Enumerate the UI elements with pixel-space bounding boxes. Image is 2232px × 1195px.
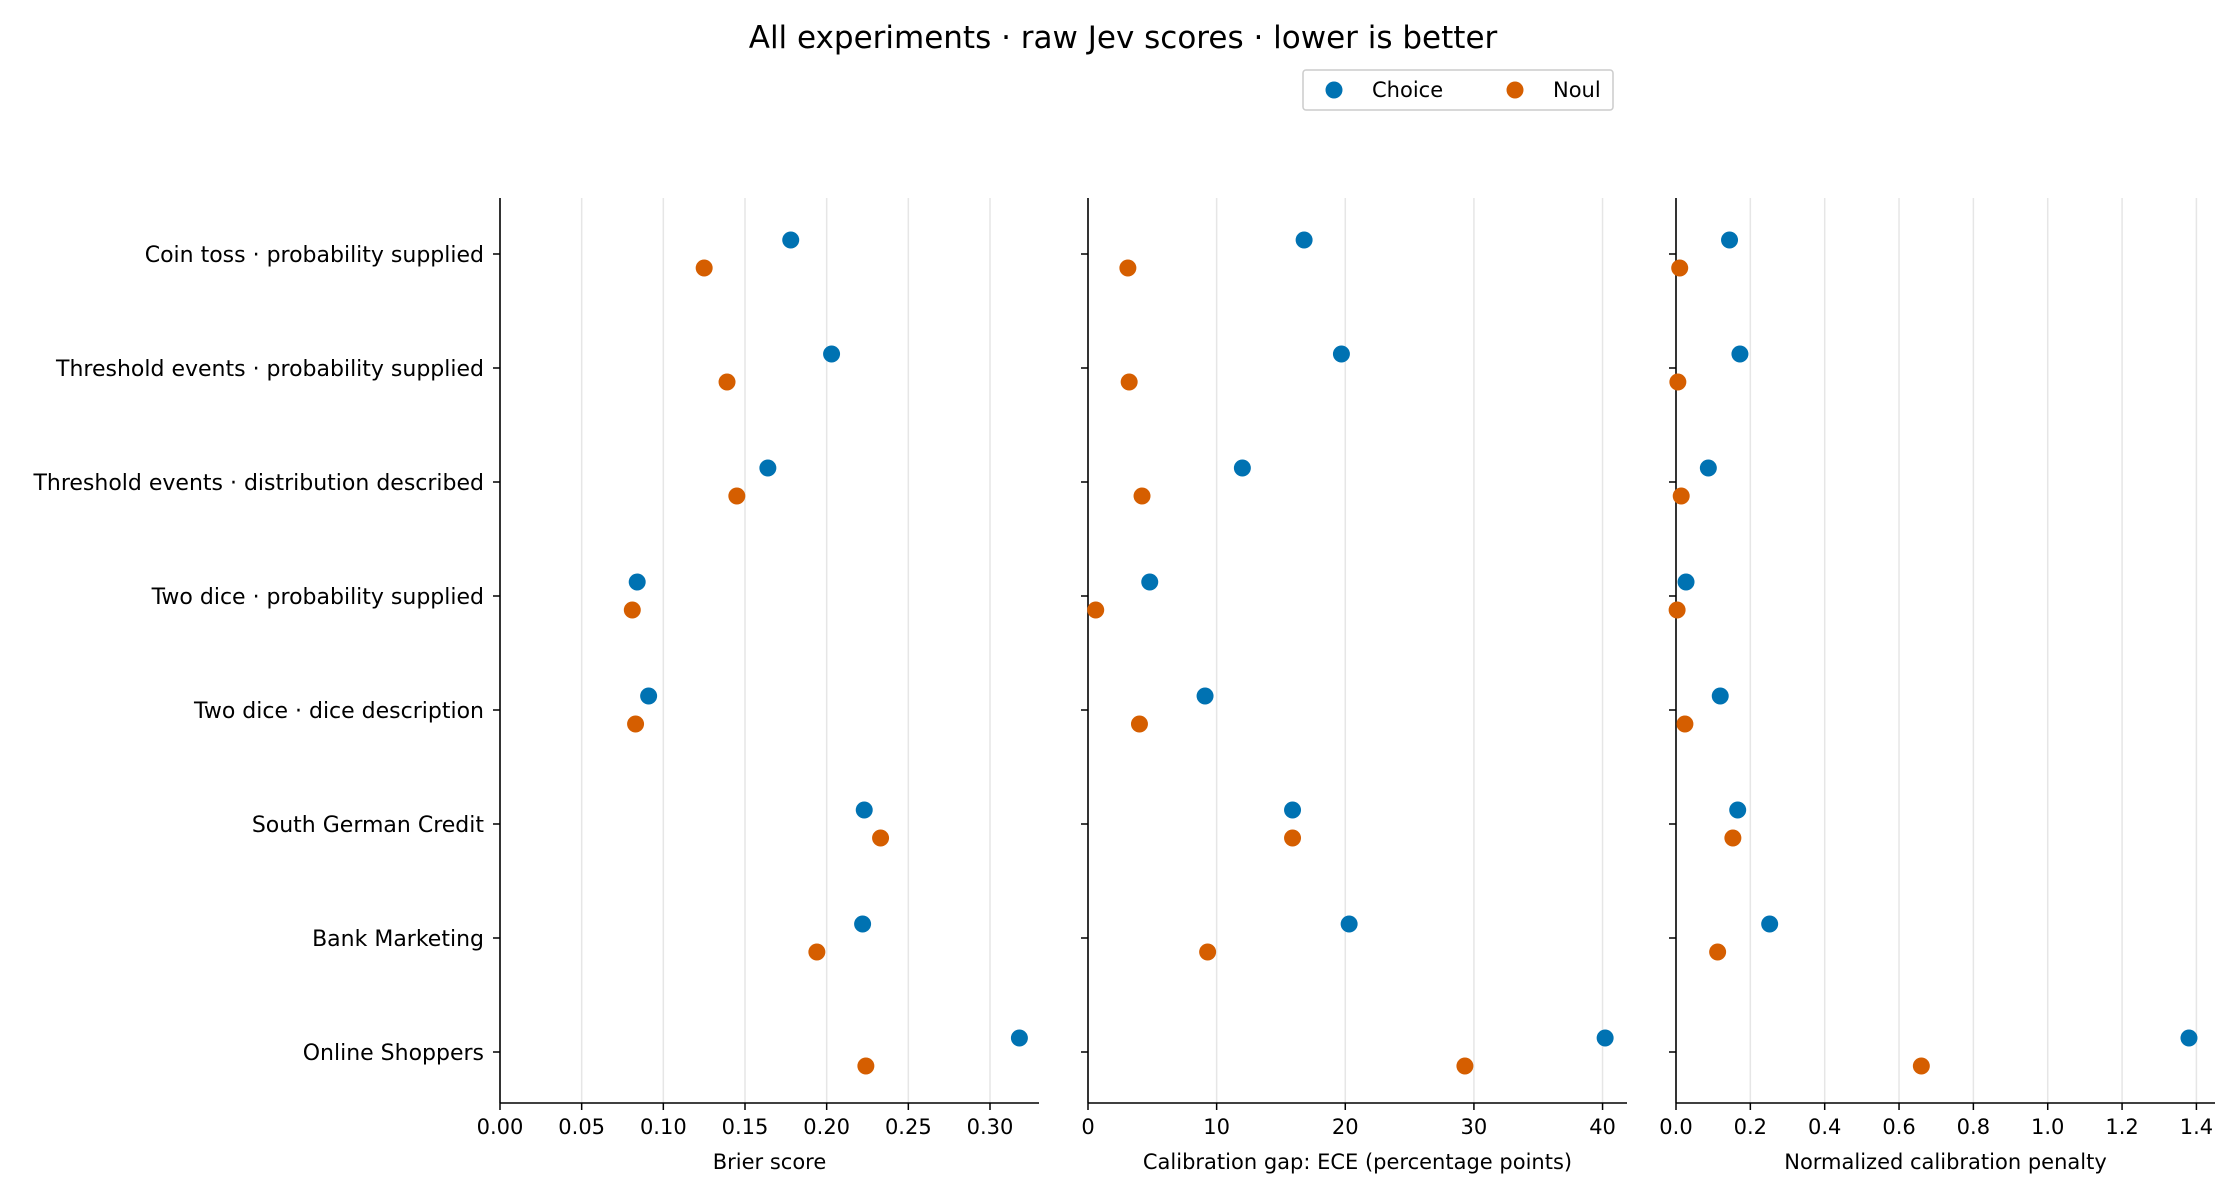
point-noul-two-dice-probability-supplied <box>623 601 641 619</box>
x-tick-label: 0.20 <box>803 1115 850 1139</box>
x-tick-label: 0.0 <box>1659 1115 1692 1139</box>
point-choice-online-shoppers <box>2180 1029 2198 1047</box>
point-choice-online-shoppers <box>1010 1029 1028 1047</box>
x-axis-label-1: Brier score <box>713 1150 827 1174</box>
x-axis-label-2: Calibration gap: ECE (percentage points) <box>1143 1150 1572 1174</box>
point-noul-threshold-events-distribution-described <box>1672 487 1690 505</box>
legend-frame <box>1302 69 1614 111</box>
point-noul-online-shoppers <box>1912 1057 1930 1075</box>
x-tick-label: 1.2 <box>2105 1115 2138 1139</box>
point-choice-threshold-events-probability-supplied <box>1731 345 1749 363</box>
point-noul-two-dice-dice-description <box>1676 715 1694 733</box>
chart-title: All experiments · raw Jev scores · lower… <box>749 20 1498 56</box>
legend-label-noul: Noul <box>1553 78 1601 102</box>
point-choice-threshold-events-probability-supplied <box>823 345 841 363</box>
legend-marker-choice <box>1325 81 1343 99</box>
category-label-online-shoppers: Online Shoppers <box>303 1041 484 1066</box>
point-choice-online-shoppers <box>1596 1029 1614 1047</box>
x-tick-label: 40 <box>1589 1115 1616 1139</box>
point-choice-threshold-events-probability-supplied <box>1332 345 1350 363</box>
category-label-threshold-events-distribution-described: Threshold events · distribution describe… <box>32 471 484 496</box>
point-noul-two-dice-dice-description <box>1130 715 1148 733</box>
x-tick-label: 0.25 <box>885 1115 932 1139</box>
point-noul-south-german-credit <box>1724 829 1742 847</box>
x-tick-label: 20 <box>1332 1115 1359 1139</box>
x-tick-label: 0.30 <box>967 1115 1014 1139</box>
x-tick-label: 0.05 <box>558 1115 605 1139</box>
x-tick-label: 10 <box>1203 1115 1230 1139</box>
point-noul-online-shoppers <box>1456 1057 1474 1075</box>
point-choice-coin-toss-probability-supplied <box>782 231 800 249</box>
point-noul-threshold-events-probability-supplied <box>718 373 736 391</box>
point-noul-south-german-credit <box>872 829 890 847</box>
legend-marker-noul <box>1506 81 1524 99</box>
point-choice-two-dice-probability-supplied <box>1677 573 1695 591</box>
x-tick-label: 0.8 <box>1957 1115 1990 1139</box>
point-noul-bank-marketing <box>808 943 826 961</box>
point-choice-south-german-credit <box>1284 801 1302 819</box>
x-axis-label-3: Normalized calibration penalty <box>1784 1150 2107 1174</box>
point-choice-two-dice-probability-supplied <box>628 573 646 591</box>
point-noul-coin-toss-probability-supplied <box>695 259 713 277</box>
category-label-south-german-credit: South German Credit <box>252 813 485 838</box>
point-noul-two-dice-probability-supplied <box>1087 601 1105 619</box>
category-label-two-dice-dice-description: Two dice · dice description <box>193 699 484 724</box>
point-noul-threshold-events-probability-supplied <box>1120 373 1138 391</box>
point-choice-coin-toss-probability-supplied <box>1295 231 1313 249</box>
plot-area: Coin toss · probability supplied Threshol… <box>32 198 2215 1174</box>
point-noul-bank-marketing <box>1199 943 1217 961</box>
x-tick-label: 0.4 <box>1808 1115 1841 1139</box>
point-noul-bank-marketing <box>1709 943 1727 961</box>
point-noul-two-dice-dice-description <box>627 715 645 733</box>
category-label-bank-marketing: Bank Marketing <box>312 927 484 952</box>
point-noul-south-german-credit <box>1284 829 1302 847</box>
point-noul-threshold-events-probability-supplied <box>1669 373 1687 391</box>
category-label-threshold-events-probability-supplied: Threshold events · probability supplied <box>55 357 484 382</box>
point-choice-south-german-credit <box>855 801 873 819</box>
x-tick-label: 0.15 <box>722 1115 769 1139</box>
point-choice-threshold-events-distribution-described <box>759 459 777 477</box>
legend: Choice Noul <box>1302 69 1614 111</box>
point-noul-coin-toss-probability-supplied <box>1119 259 1137 277</box>
point-choice-two-dice-dice-description <box>1711 687 1729 705</box>
point-noul-online-shoppers <box>857 1057 875 1075</box>
x-tick-label: 0 <box>1081 1115 1094 1139</box>
category-label-coin-toss-probability-supplied: Coin toss · probability supplied <box>145 243 484 268</box>
x-tick-label: 0.00 <box>477 1115 524 1139</box>
point-noul-threshold-events-distribution-described <box>728 487 746 505</box>
point-choice-coin-toss-probability-supplied <box>1721 231 1739 249</box>
x-tick-label: 0.10 <box>640 1115 687 1139</box>
point-choice-two-dice-dice-description <box>1196 687 1214 705</box>
category-label-two-dice-probability-supplied: Two dice · probability supplied <box>151 585 484 610</box>
x-tick-label: 0.6 <box>1882 1115 1915 1139</box>
x-tick-label: 1.4 <box>2180 1115 2213 1139</box>
point-choice-bank-marketing <box>854 915 872 933</box>
legend-label-choice: Choice <box>1372 78 1443 102</box>
point-choice-bank-marketing <box>1340 915 1358 933</box>
point-choice-two-dice-probability-supplied <box>1141 573 1159 591</box>
x-tick-label: 30 <box>1461 1115 1488 1139</box>
point-noul-two-dice-probability-supplied <box>1668 601 1686 619</box>
point-choice-threshold-events-distribution-described <box>1233 459 1251 477</box>
x-tick-label: 0.2 <box>1734 1115 1767 1139</box>
point-choice-threshold-events-distribution-described <box>1699 459 1717 477</box>
point-choice-bank-marketing <box>1761 915 1779 933</box>
point-noul-coin-toss-probability-supplied <box>1671 259 1689 277</box>
point-noul-threshold-events-distribution-described <box>1133 487 1151 505</box>
point-choice-two-dice-dice-description <box>640 687 658 705</box>
x-tick-label: 1.0 <box>2031 1115 2064 1139</box>
point-choice-south-german-credit <box>1729 801 1747 819</box>
